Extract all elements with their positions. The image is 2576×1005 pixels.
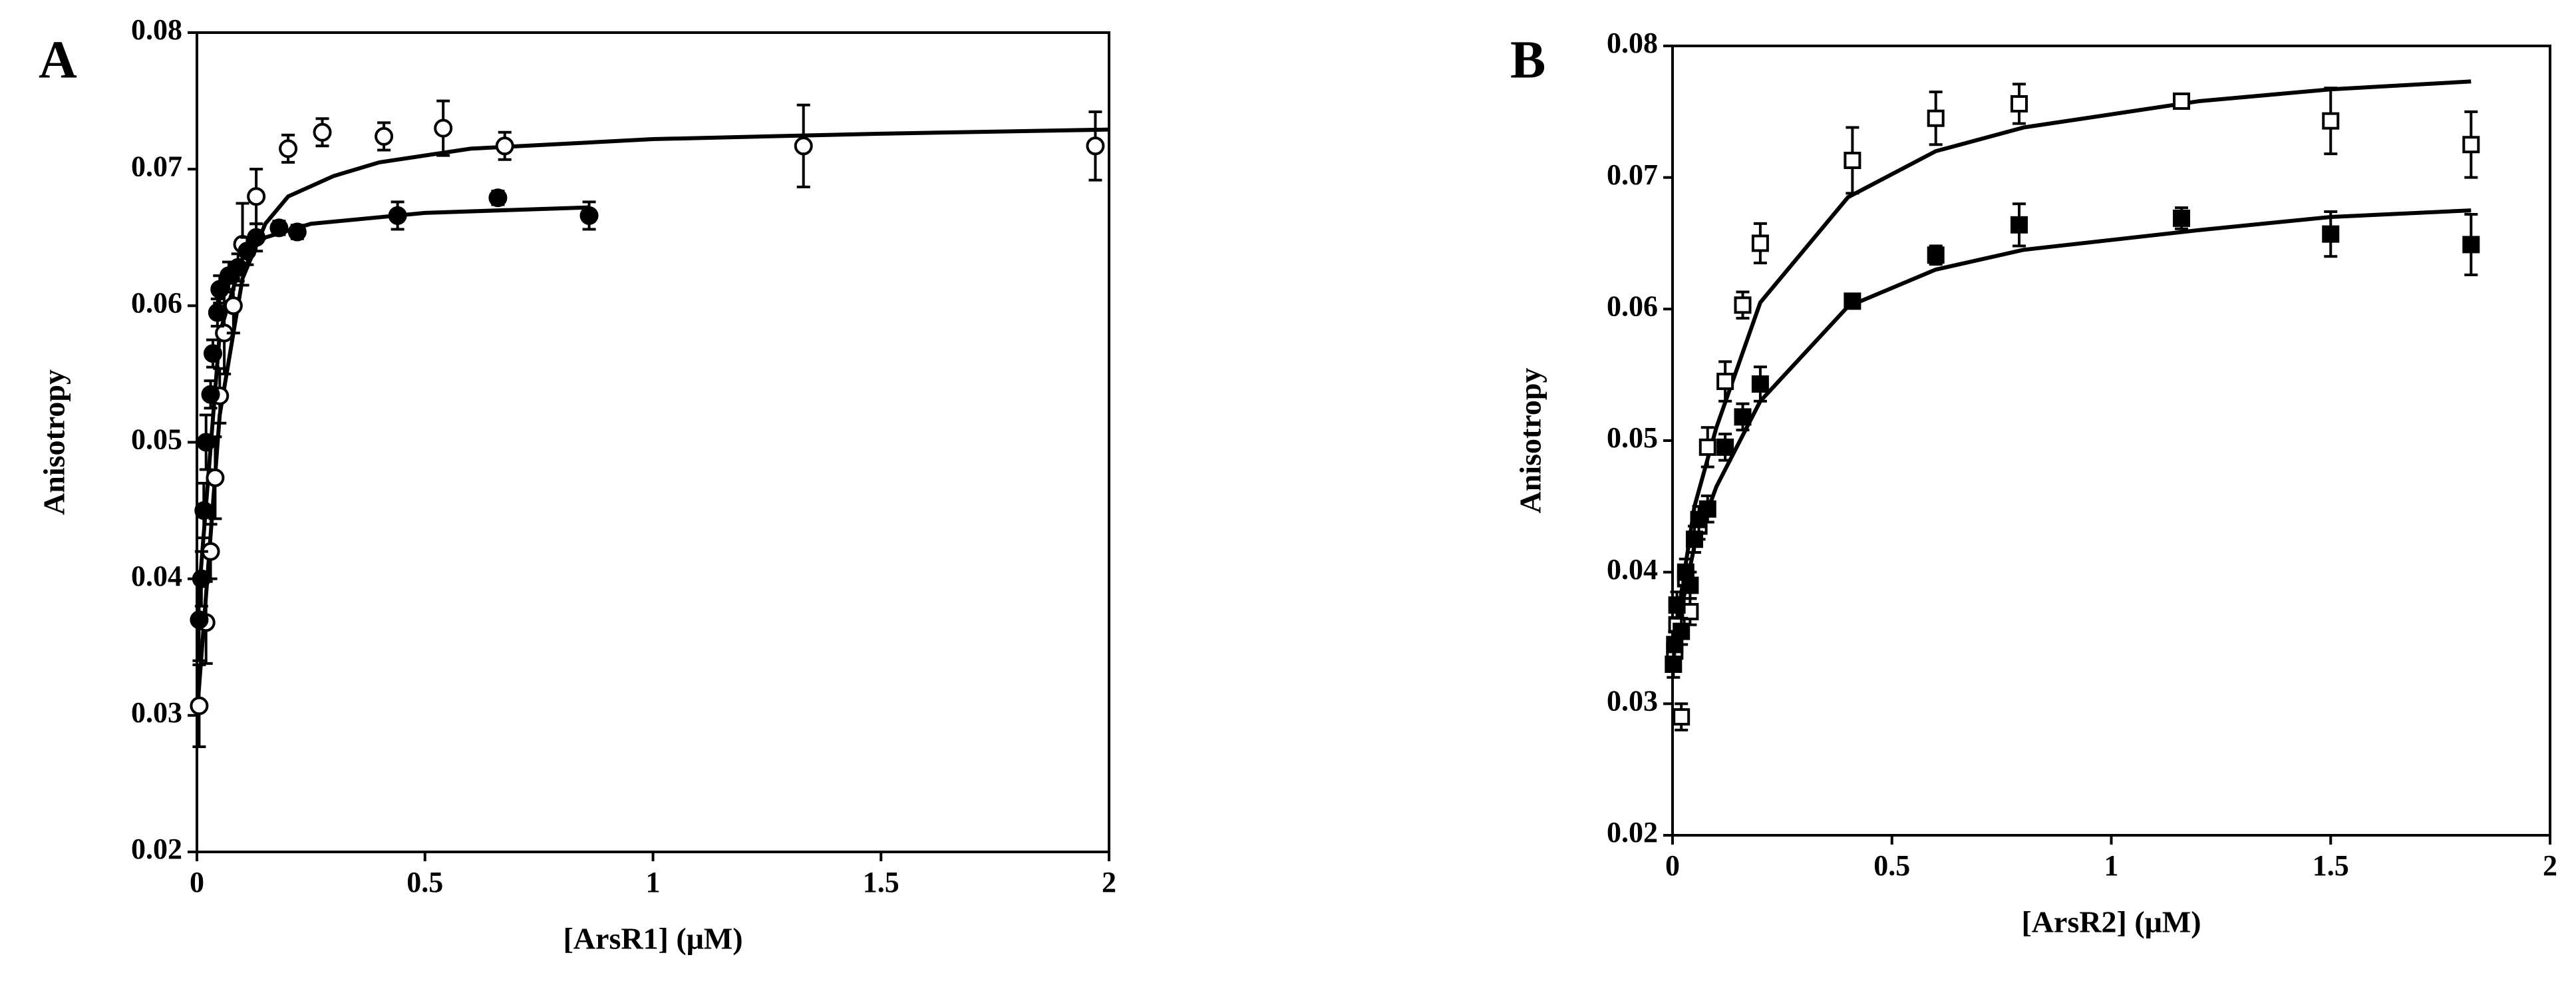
y-axis-label: Anisotropy [37, 369, 71, 515]
y-tick-label: 0.04 [1607, 553, 1658, 586]
point [388, 206, 407, 225]
y-tick-label: 0.02 [131, 833, 182, 865]
x-tick-label: 2 [2543, 849, 2557, 882]
y-tick-label: 0.04 [131, 560, 182, 592]
point [2322, 112, 2340, 130]
panel-label: B [1510, 31, 1545, 89]
fit-line [195, 205, 589, 620]
fit-line [195, 127, 1110, 716]
point [287, 222, 307, 242]
panel: A Anisotropy [ArsR1] (μM) 0.02 0.03 0.04 0.05 0… [37, 13, 1116, 955]
panel-label: A [39, 31, 77, 89]
point [1665, 656, 1683, 674]
x-axis-label: [ArsR2] (μM) [2021, 905, 2201, 939]
point [2011, 95, 2028, 112]
point [1844, 292, 1861, 310]
point [1673, 622, 1690, 640]
point [1673, 708, 1690, 726]
plot-frame [1671, 45, 2551, 837]
x-tick-label: 0.5 [406, 866, 443, 899]
point [313, 122, 332, 142]
point [434, 118, 453, 138]
point [208, 303, 227, 322]
point [2322, 225, 2340, 243]
point [488, 188, 508, 208]
x-tick-label: 2 [1102, 866, 1116, 899]
y-tick-label: 0.03 [131, 696, 182, 729]
point [203, 344, 222, 363]
point [579, 206, 599, 225]
point [194, 501, 214, 520]
point [1685, 530, 1703, 548]
point [279, 139, 298, 158]
panel: B Anisotropy [ArsR2] (μM) 0.02 0.03 0.04 0.05 0… [1510, 27, 2557, 938]
y-axis-label: Anisotropy [1514, 368, 1547, 514]
point [1698, 500, 1716, 518]
point [1844, 151, 1861, 169]
point [201, 385, 220, 404]
x-tick-label: 0.5 [1873, 849, 1910, 882]
point [247, 228, 266, 247]
point [1734, 408, 1752, 426]
point [2173, 209, 2191, 227]
point [1668, 596, 1686, 614]
point [794, 136, 813, 156]
x-tick-label: 0 [190, 866, 204, 899]
point [2462, 236, 2480, 254]
point [2173, 93, 2191, 110]
x-tick-label: 1.5 [863, 866, 899, 899]
point [228, 258, 247, 277]
x-tick-label: 0 [1665, 849, 1680, 882]
point [224, 296, 243, 315]
point [269, 218, 289, 238]
y-tick-label: 0.07 [1607, 158, 1658, 191]
point [2462, 136, 2480, 154]
point [1086, 136, 1105, 156]
y-tick-label: 0.08 [131, 13, 182, 46]
point [1681, 576, 1699, 594]
y-tick-label: 0.03 [1607, 684, 1658, 717]
point [192, 569, 211, 588]
point [1734, 296, 1752, 314]
x-tick-label: 1.5 [2313, 849, 2349, 882]
x-tick-label: 1 [2104, 849, 2119, 882]
point [1927, 246, 1945, 264]
point [1716, 438, 1734, 456]
point [247, 187, 266, 206]
point [2011, 216, 2028, 234]
x-tick-label: 1 [646, 866, 661, 899]
point [190, 696, 209, 715]
y-tick-label: 0.07 [131, 150, 182, 182]
point [206, 468, 225, 487]
y-tick-label: 0.06 [131, 286, 182, 319]
point [190, 610, 209, 630]
y-tick-label: 0.05 [1607, 421, 1658, 454]
point [1716, 373, 1734, 391]
point [1751, 375, 1769, 393]
plot-frame [196, 31, 1110, 853]
point [1698, 438, 1716, 456]
point [196, 433, 216, 452]
point [375, 126, 394, 146]
y-tick-label: 0.05 [131, 423, 182, 456]
x-axis-label: [ArsR1] (μM) [563, 922, 742, 956]
point [495, 136, 514, 156]
y-tick-label: 0.06 [1607, 290, 1658, 322]
fit-line [1671, 208, 2472, 652]
point [1927, 109, 1945, 127]
point [1751, 234, 1769, 252]
y-tick-label: 0.02 [1607, 816, 1658, 849]
y-tick-label: 0.08 [1607, 27, 1658, 59]
